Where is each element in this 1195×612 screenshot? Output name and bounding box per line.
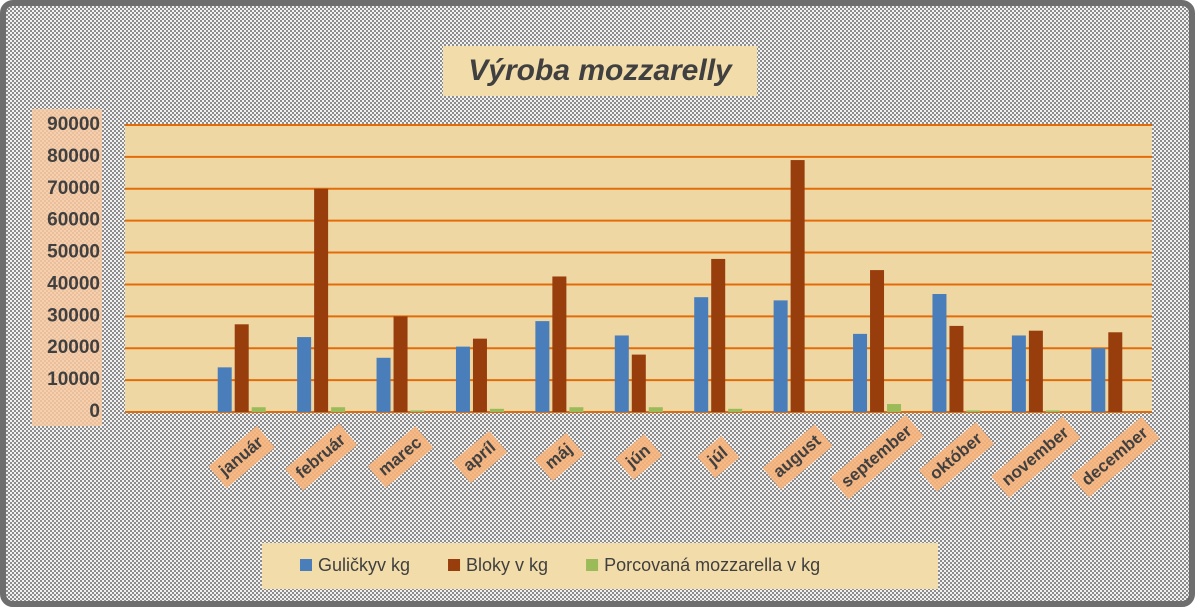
bar [631, 354, 646, 412]
bar [1011, 335, 1026, 412]
bar [870, 270, 885, 412]
bar [393, 316, 408, 412]
bar [569, 407, 584, 412]
bar [694, 297, 709, 412]
bar [251, 407, 266, 412]
y-tick-label: 90000 [47, 114, 100, 135]
bar [614, 335, 629, 412]
x-tick-label-box [534, 433, 585, 481]
bar [535, 321, 550, 412]
bar [1108, 332, 1123, 412]
bar [552, 276, 567, 412]
y-tick-label: 30000 [47, 305, 100, 326]
y-axis-label-box [32, 109, 102, 426]
bar [773, 300, 788, 412]
x-tick-label-box [991, 416, 1081, 498]
legend-swatch [586, 559, 599, 571]
x-tick-label-box [762, 424, 833, 490]
title-box [443, 46, 757, 96]
bar [489, 408, 504, 412]
bar [455, 346, 470, 412]
x-tick-label-box [285, 423, 358, 491]
x-tick-label-box [697, 436, 740, 478]
y-tick-label: 60000 [47, 210, 100, 231]
x-tick-label-box [830, 414, 924, 500]
y-tick-label: 40000 [47, 273, 100, 294]
x-tick-label-box [918, 422, 994, 492]
y-tick-label: 50000 [47, 242, 100, 263]
bar [331, 407, 346, 412]
bar [472, 338, 487, 412]
y-tick-label: 20000 [47, 337, 100, 358]
bar [932, 294, 947, 412]
chart-title: Výroba mozzarelly [468, 54, 733, 87]
x-tick-label-box [1070, 416, 1160, 498]
bar [728, 408, 743, 412]
x-tick-label-box [615, 434, 663, 480]
y-tick-label: 80000 [47, 146, 100, 167]
bar [648, 407, 663, 412]
legend: Guličkyv kg Bloky v kg Porcovaná mozzarell… [300, 555, 820, 575]
bar [853, 333, 868, 412]
bar [790, 160, 805, 412]
legend-label: Bloky v kg [466, 555, 548, 575]
bar [1091, 348, 1106, 412]
bar [966, 410, 981, 412]
bar [297, 337, 312, 412]
bar [1028, 330, 1043, 412]
legend-swatch [300, 559, 312, 571]
x-tick-label-box [452, 430, 508, 484]
y-tick-label: 10000 [47, 369, 100, 390]
y-tick-label: 0 [89, 401, 100, 422]
bar [949, 325, 964, 412]
y-tick-label: 70000 [47, 178, 100, 199]
legend-swatch [448, 559, 461, 571]
x-tick-label-box [367, 426, 434, 488]
bar [234, 324, 249, 412]
bar [217, 367, 232, 412]
bar [376, 357, 391, 412]
x-tick-label-box [208, 426, 275, 488]
bar [1045, 410, 1060, 412]
bar [410, 410, 425, 412]
bar [711, 258, 726, 412]
legend-label: Porcovaná mozzarella v kg [604, 555, 820, 575]
legend-box [262, 543, 938, 589]
legend-label: Guličkyv kg [318, 555, 410, 575]
bar [314, 188, 329, 412]
bar [887, 404, 902, 412]
